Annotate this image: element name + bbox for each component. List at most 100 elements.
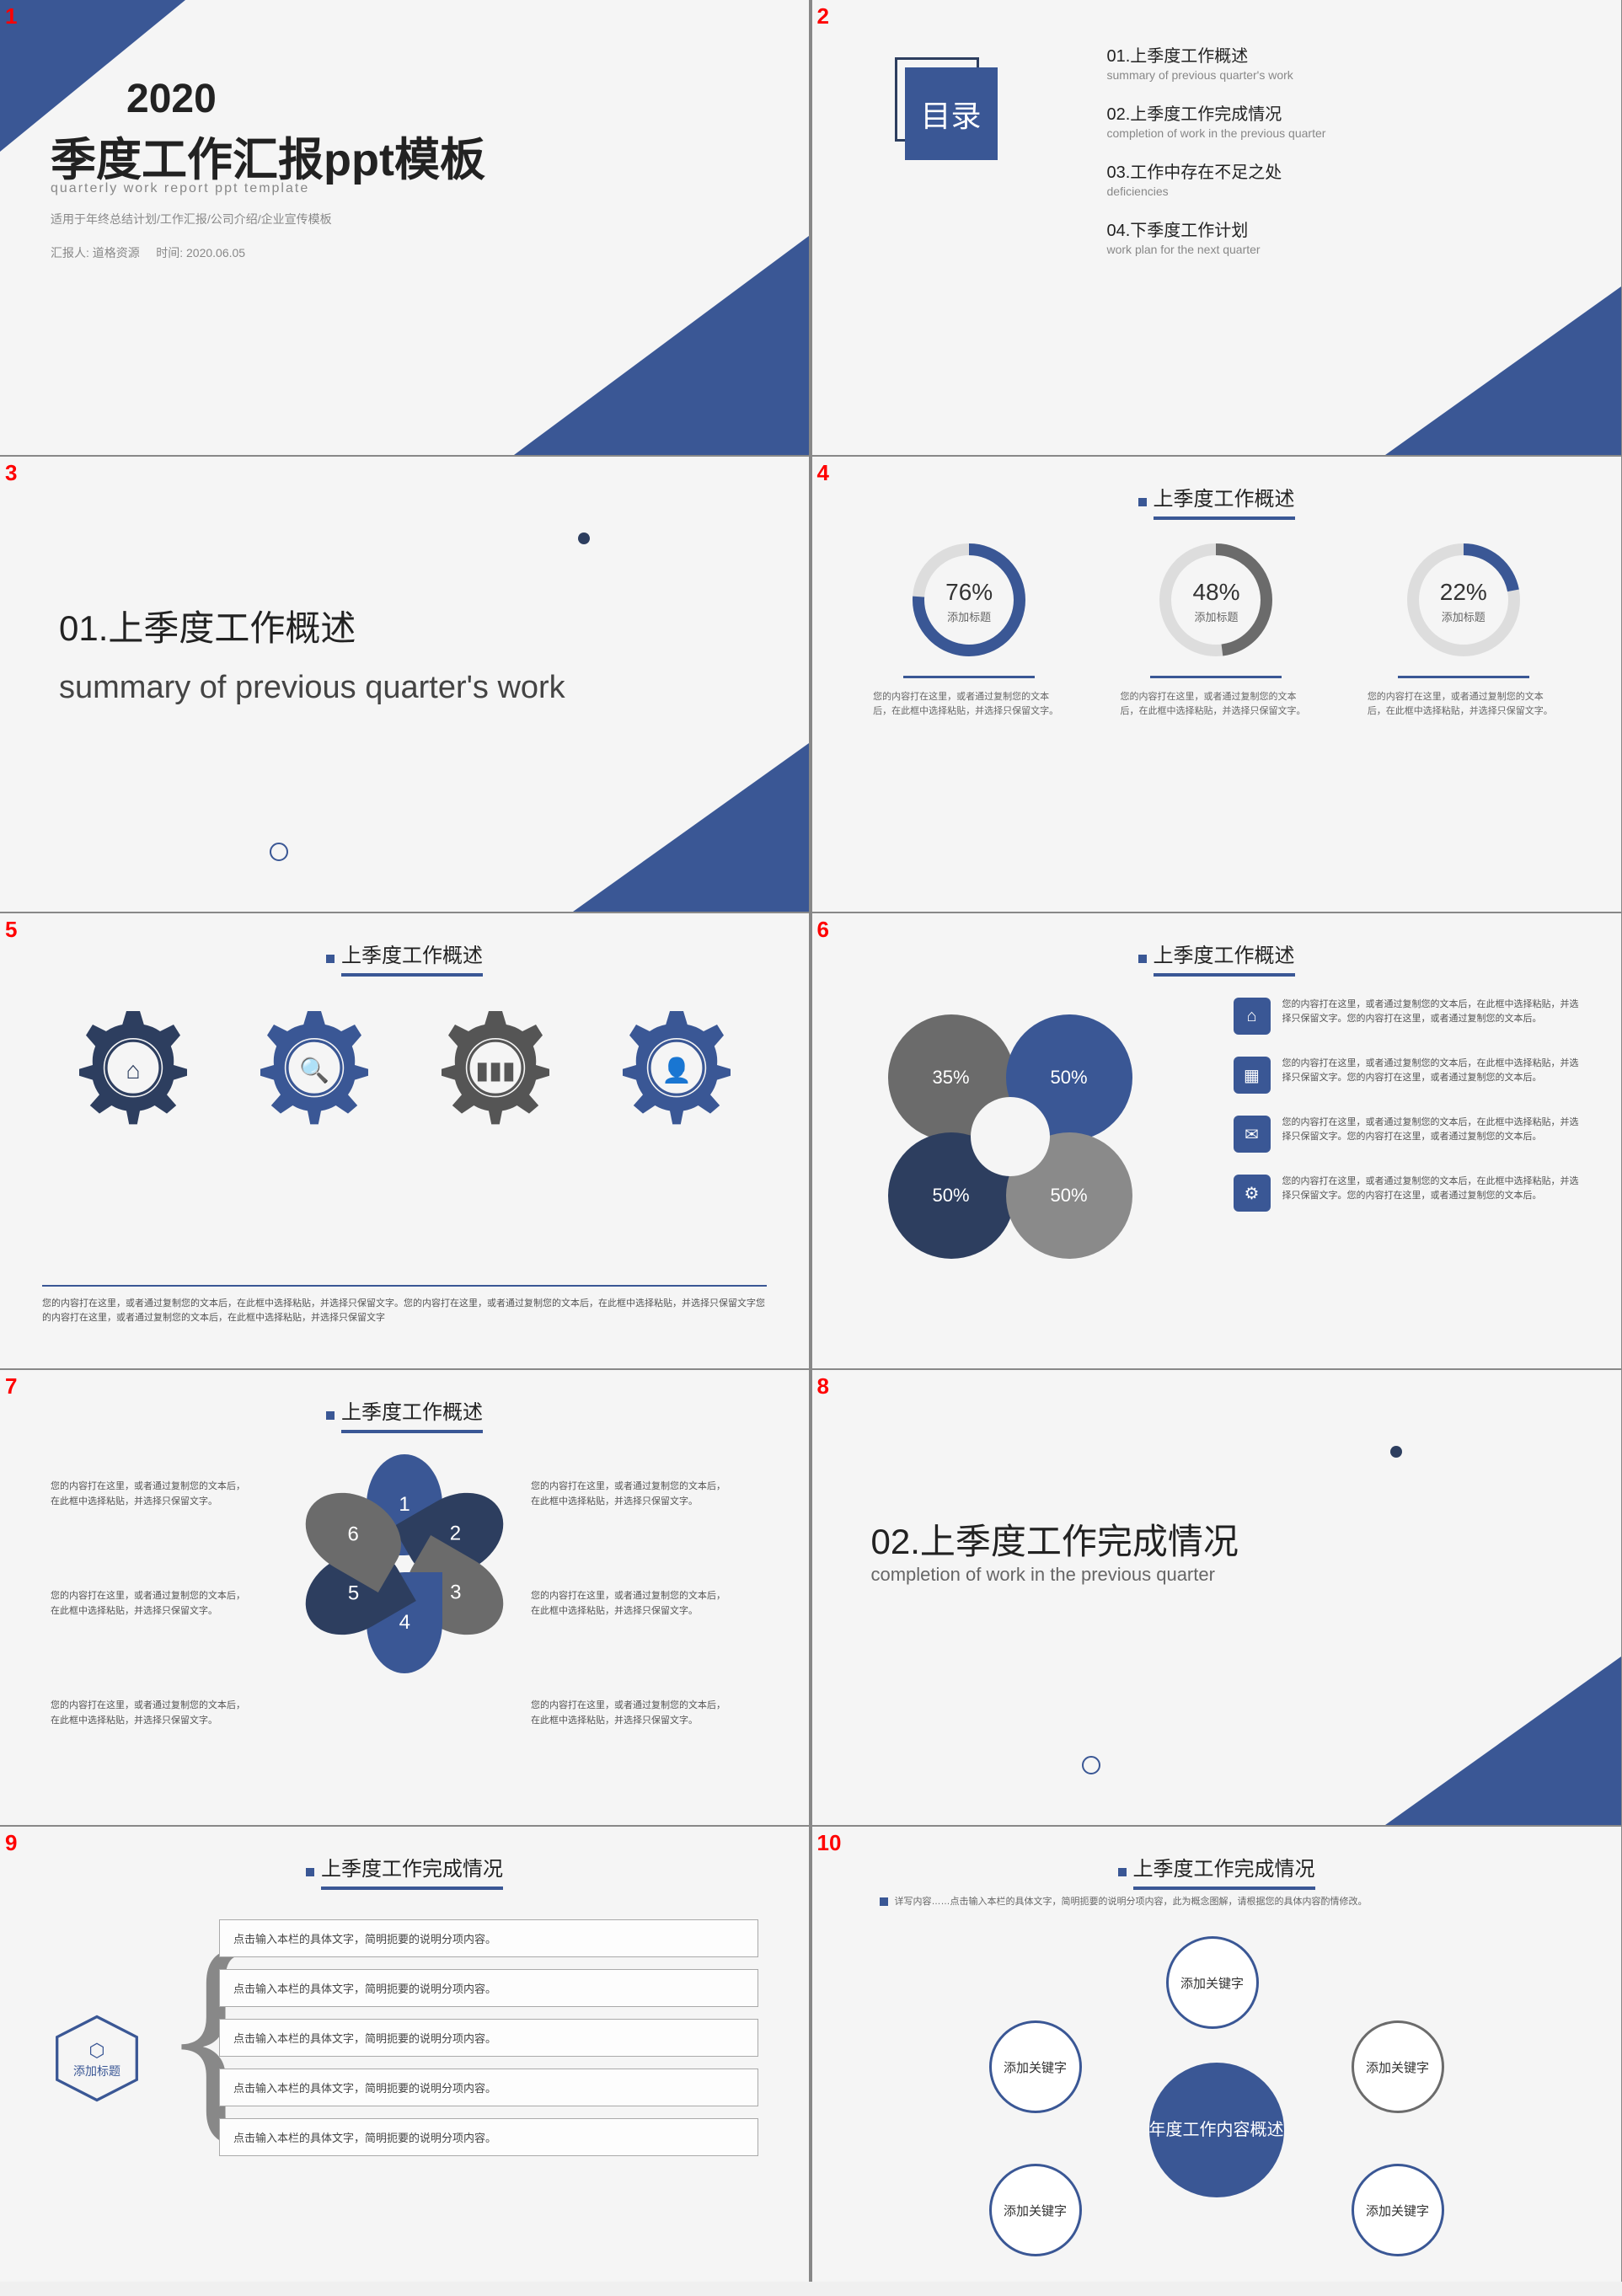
slide-number: 1 bbox=[5, 3, 17, 29]
icon-list: ⌂ 您的内容打在这里，或者通过复制您的文本后，在此框中选择粘贴，并选择只保留文字。… bbox=[1234, 998, 1587, 1234]
reporter-label: 汇报人: 道格资源 bbox=[51, 246, 140, 260]
gear-icon: ▮▮▮ bbox=[428, 998, 563, 1132]
slide-2: 2 目录 01.上季度工作概述summary of previous quart… bbox=[812, 0, 1621, 455]
petal-diagram: 35%50%50%50% bbox=[863, 998, 1166, 1267]
list-row: ✉您的内容打在这里，或者通过复制您的文本后，在此框中选择粘贴，并选择只保留文字。… bbox=[1234, 1116, 1587, 1153]
body-text: 您的内容打在这里，或者通过复制您的文本后，在此框中选择粘贴，并选择只保留文字。 bbox=[51, 1699, 253, 1728]
donut-percent: 22% bbox=[1405, 579, 1523, 606]
slide-1: 1 2020 季度工作汇报ppt模板 quarterly work report… bbox=[0, 0, 809, 455]
svg-text:▮▮▮: ▮▮▮ bbox=[475, 1057, 516, 1084]
row-icon: ⌂ bbox=[1234, 998, 1271, 1035]
toc-item-en: completion of work in the previous quart… bbox=[1107, 126, 1528, 140]
toc-label: 目录 bbox=[920, 92, 981, 136]
slide-number: 10 bbox=[817, 1830, 842, 1856]
mind-node: 添加关键字 bbox=[1352, 2020, 1444, 2113]
body-text: 您的内容打在这里，或者通过复制您的文本后，在此框中选择粘贴，并选择只保留文字。 bbox=[51, 1480, 253, 1509]
body-text: 您的内容打在这里，或者通过复制您的文本后，在此框中选择粘贴，并选择只保留文字。您… bbox=[42, 1285, 767, 1326]
mind-node: 添加关键字 bbox=[989, 2020, 1082, 2113]
donut-percent: 48% bbox=[1157, 579, 1275, 606]
slide-title-bar: 上季度工作概述 bbox=[1138, 939, 1295, 977]
row-text: 您的内容打在这里，或者通过复制您的文本后，在此框中选择粘贴，并选择只保留文字。您… bbox=[1282, 1057, 1587, 1084]
title-square-icon bbox=[1118, 1868, 1127, 1876]
dot-icon bbox=[578, 533, 590, 544]
body-text: 您的内容打在这里，或者通过复制您的文本后，在此框中选择粘贴，并选择只保留文字。 bbox=[51, 1589, 253, 1619]
title-square-icon bbox=[1138, 498, 1147, 506]
divider bbox=[1398, 676, 1529, 678]
toc-item: 02.上季度工作完成情况completion of work in the pr… bbox=[1107, 100, 1528, 140]
slide-title: 上季度工作概述 bbox=[1154, 482, 1295, 520]
mind-node: 添加关键字 bbox=[1352, 2164, 1444, 2256]
row-icon: ▦ bbox=[1234, 1057, 1271, 1094]
deco-triangle-br bbox=[1385, 1656, 1621, 1825]
bullet-icon bbox=[880, 1897, 888, 1906]
slide-title: 上季度工作概述 bbox=[341, 1395, 483, 1433]
slide-3: 3 01.上季度工作概述 summary of previous quarter… bbox=[0, 457, 809, 912]
slide-title-bar: 上季度工作完成情况 bbox=[306, 1852, 503, 1890]
slide-10: 10 上季度工作完成情况 详写内容……点击输入本栏的具体文字，简明扼要的说明分项… bbox=[812, 1827, 1621, 2282]
slide-8: 8 02.上季度工作完成情况 completion of work in the… bbox=[812, 1370, 1621, 1825]
slide-number: 8 bbox=[817, 1373, 829, 1400]
list-row: ⌂ 您的内容打在这里，或者通过复制您的文本后，在此框中选择粘贴，并选择只保留文字。… bbox=[1234, 998, 1587, 1035]
slide-number: 4 bbox=[817, 460, 829, 486]
body-text: 您的内容打在这里，或者通过复制您的文本后，在此框中选择粘贴，并选择只保留文字。 bbox=[1354, 690, 1573, 718]
title-square-icon bbox=[306, 1868, 314, 1876]
flower-diagram: 123456 bbox=[303, 1463, 506, 1665]
body-text: 您的内容打在这里，或者通过复制您的文本后，在此框中选择粘贴，并选择只保留文字。 bbox=[1106, 690, 1325, 718]
svg-text:👤: 👤 bbox=[661, 1056, 692, 1084]
center-circle: 年度工作内容概述 bbox=[1149, 2063, 1284, 2197]
toc-item-cn: 01.上季度工作概述 bbox=[1107, 42, 1528, 67]
slide-number: 7 bbox=[5, 1373, 17, 1400]
deco-triangle-br bbox=[573, 743, 809, 912]
toc-label-box: 目录 bbox=[905, 67, 998, 160]
item-list: 点击输入本栏的具体文字，简明扼要的说明分项内容。点击输入本栏的具体文字，简明扼要… bbox=[219, 1919, 758, 2168]
donut-label: 添加标题 bbox=[1157, 608, 1275, 624]
toc-items: 01.上季度工作概述summary of previous quarter's … bbox=[1107, 42, 1528, 275]
body-text: 您的内容打在这里，或者通过复制您的文本后，在此框中选择粘贴，并选择只保留文字。 bbox=[531, 1480, 733, 1509]
title-square-icon bbox=[326, 1411, 335, 1420]
toc-item: 03.工作中存在不足之处deficiencies bbox=[1107, 158, 1528, 198]
toc-item: 01.上季度工作概述summary of previous quarter's … bbox=[1107, 42, 1528, 82]
desc-text: 详写内容……点击输入本栏的具体文字，简明扼要的说明分项内容，此为概念图解，请根据… bbox=[880, 1894, 1554, 1908]
donut-chart: 22% 添加标题 bbox=[1405, 541, 1523, 659]
divider bbox=[903, 676, 1035, 678]
gear-row: ⌂ 🔍 ▮▮▮ 👤 bbox=[42, 998, 767, 1132]
section-heading: 01.上季度工作概述 bbox=[59, 600, 356, 651]
donut-chart: 48% 添加标题 bbox=[1157, 541, 1275, 659]
dot-icon bbox=[1390, 1446, 1402, 1458]
slide-title: 上季度工作完成情况 bbox=[1133, 1852, 1315, 1890]
donut-col: 22% 添加标题 您的内容打在这里，或者通过复制您的文本后，在此框中选择粘贴，并… bbox=[1354, 541, 1573, 718]
circle-icon bbox=[270, 843, 288, 861]
reporter-info: 汇报人: 道格资源 时间: 2020.06.05 bbox=[51, 244, 245, 261]
toc-item-en: summary of previous quarter's work bbox=[1107, 68, 1528, 82]
slide-9: 9 上季度工作完成情况 ⬡ 添加标题 { 点击输入本栏的具体文字，简明扼要的说明… bbox=[0, 1827, 809, 2282]
slide-grid: 1 2020 季度工作汇报ppt模板 quarterly work report… bbox=[0, 0, 1622, 2282]
slide-number: 2 bbox=[817, 3, 829, 29]
slide-number: 3 bbox=[5, 460, 17, 486]
row-icon: ✉ bbox=[1234, 1116, 1271, 1153]
row-text: 您的内容打在这里，或者通过复制您的文本后，在此框中选择粘贴，并选择只保留文字。您… bbox=[1282, 998, 1587, 1025]
list-row: ▦ 您的内容打在这里，或者通过复制您的文本后，在此框中选择粘贴，并选择只保留文字。… bbox=[1234, 1057, 1587, 1094]
donut-row: 76% 添加标题 您的内容打在这里，或者通过复制您的文本后，在此框中选择粘贴，并… bbox=[846, 541, 1587, 718]
donut-label: 添加标题 bbox=[1405, 608, 1523, 624]
time-label: 时间: 2020.06.05 bbox=[156, 246, 245, 260]
body-text: 您的内容打在这里，或者通过复制您的文本后，在此框中选择粘贴，并选择只保留文字。 bbox=[859, 690, 1079, 718]
title-year: 2020 bbox=[126, 76, 217, 122]
desc-text: 适用于年终总结计划/工作汇报/公司介绍/企业宣传模板 bbox=[51, 211, 332, 227]
toc-item-en: work plan for the next quarter bbox=[1107, 243, 1528, 256]
gear-icon: 🔍 bbox=[247, 998, 382, 1132]
donut-percent: 76% bbox=[910, 579, 1028, 606]
row-text: 您的内容打在这里，或者通过复制您的文本后，在此框中选择粘贴，并选择只保留文字。您… bbox=[1282, 1175, 1587, 1202]
divider bbox=[1150, 676, 1282, 678]
slide-title-bar: 上季度工作概述 bbox=[1138, 482, 1295, 520]
donut-chart: 76% 添加标题 bbox=[910, 541, 1028, 659]
desc-content: 详写内容……点击输入本栏的具体文字，简明扼要的说明分项内容，此为概念图解，请根据… bbox=[895, 1897, 1368, 1907]
gear-icon: ⌂ bbox=[66, 998, 201, 1132]
slide-6: 6 上季度工作概述 35%50%50%50% ⌂您的内容打在这里，或者通过复制您… bbox=[812, 913, 1621, 1368]
subtitle-en: quarterly work report ppt template bbox=[51, 181, 309, 196]
slide-title-bar: 上季度工作完成情况 bbox=[1118, 1852, 1315, 1890]
hexagon-icon: ⬡ bbox=[51, 2012, 143, 2105]
title-square-icon bbox=[1138, 955, 1147, 963]
gear-icon: 👤 bbox=[609, 998, 744, 1132]
list-row: ⚙您的内容打在这里，或者通过复制您的文本后，在此框中选择粘贴，并选择只保留文字。… bbox=[1234, 1175, 1587, 1212]
body-text: 您的内容打在这里，或者通过复制您的文本后，在此框中选择粘贴，并选择只保留文字。 bbox=[531, 1589, 733, 1619]
